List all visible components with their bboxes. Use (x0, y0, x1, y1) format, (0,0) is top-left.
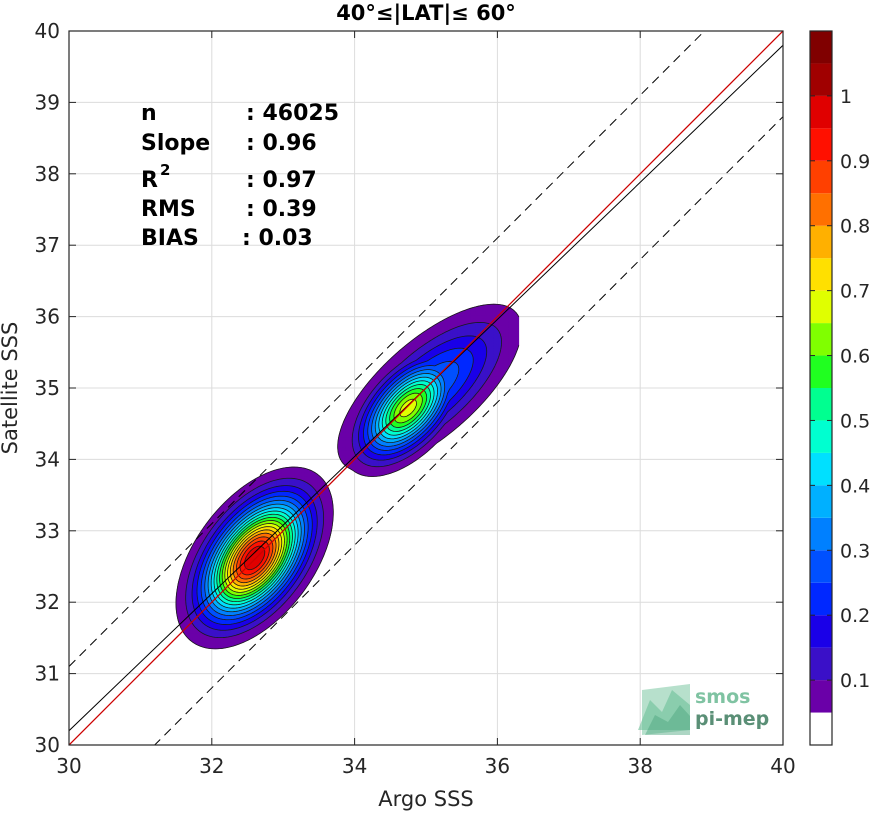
colorbar-tick-label: 0.2 (840, 605, 870, 627)
stat-slope-label: Slope (141, 131, 210, 156)
contour-line-0.65 (224, 398, 418, 593)
colorbar-tick-label: 0.3 (840, 540, 870, 562)
contour-line-0.45 (213, 380, 435, 606)
stat-bias-value: : 0.03 (242, 226, 313, 251)
x-tick-label: 36 (485, 754, 510, 778)
colorbar-segment (810, 63, 832, 96)
contour-line-0.55 (219, 388, 428, 599)
colorbar-tick-label: 0.7 (840, 281, 870, 303)
contour-line-0.60 (221, 392, 423, 596)
upper-bound-line (69, 31, 706, 667)
y-tick-label: 34 (35, 447, 60, 471)
y-tick-label: 32 (35, 590, 60, 614)
colorbar-segment (810, 680, 832, 713)
x-axis-label: Argo SSS (378, 787, 473, 811)
stat-n-value: : 46025 (246, 101, 339, 126)
stat-r2-label: R (141, 168, 158, 193)
contour-line-0.35 (207, 373, 442, 613)
colorbar-segment (810, 290, 832, 324)
colorbar-tick-label: 1 (840, 86, 852, 108)
x-axis-ticks: 30 32 34 36 38 40 (56, 31, 796, 778)
chart-title: 40°≤|LAT|≤ 60° (336, 1, 516, 26)
y-axis-ticks: 30 31 32 33 34 35 36 37 38 39 40 (35, 19, 783, 757)
x-tick-label: 30 (56, 754, 81, 778)
colorbar-tick-label: 0.8 (840, 216, 870, 238)
reference-lines (69, 31, 783, 745)
stat-rms-value: : 0.39 (246, 197, 317, 222)
colorbar-segment (810, 582, 832, 616)
colorbar-tick-label: 0.1 (840, 670, 870, 692)
colorbar-segment (810, 160, 832, 194)
colorbar-segment (810, 355, 832, 388)
stat-r2-value: : 0.97 (246, 168, 317, 193)
colorbar-segment (810, 647, 832, 681)
stat-bias-label: BIAS (141, 226, 199, 251)
colorbar-segment (810, 95, 832, 129)
colorbar-frame (809, 30, 833, 746)
colorbar-segment (810, 615, 832, 648)
contour-line-0.05 (175, 303, 520, 650)
x-tick-label: 40 (770, 754, 795, 778)
colorbar-ticks: 0.1 0.2 0.3 0.4 0.5 0.6 0.7 0.8 0.9 1 (810, 86, 870, 692)
contour-line-0.10 (185, 321, 502, 639)
colorbar-segment (810, 31, 832, 64)
colorbar-segment (810, 258, 832, 291)
colorbar-segment (810, 485, 832, 518)
watermark-line1: smos (695, 686, 750, 708)
statistics-block: n : 46025 Slope : 0.96 R 2 : 0.97 RMS : … (141, 101, 339, 251)
y-tick-label: 38 (35, 162, 60, 186)
watermark-logo: smos pi-mep (638, 684, 769, 735)
contour-line-0.40 (210, 376, 438, 609)
colorbar-segment (810, 550, 832, 583)
colorbar-tick-label: 0.4 (840, 475, 870, 497)
contour-line-0.50 (216, 384, 431, 603)
colorbar-tick-label: 0.5 (840, 410, 870, 432)
lower-bound-line (153, 116, 783, 745)
colorbar-segment (810, 128, 832, 161)
plot-area: smos pi-mep 30 32 34 36 38 40 303132333435363… (35, 19, 796, 778)
colorbar-segment (810, 420, 832, 453)
y-tick-label: 30 (35, 733, 60, 757)
colorbar-segment (810, 323, 832, 356)
stat-n-label: n (141, 101, 157, 126)
y-tick-label: 39 (35, 90, 60, 114)
contour-line-0.70 (227, 526, 283, 590)
stat-r2-superscript: 2 (160, 161, 170, 179)
y-tick-label: 37 (35, 233, 60, 257)
colorbar-segments (810, 31, 832, 745)
colorbar: 0.1 0.2 0.3 0.4 0.5 0.6 0.7 0.8 0.9 1 (809, 30, 870, 746)
contour-line-0.30 (204, 369, 446, 616)
x-tick-label: 38 (627, 754, 652, 778)
y-tick-label: 36 (35, 305, 60, 329)
smos-logo-icon (638, 684, 690, 735)
colorbar-tick-label: 0.9 (840, 151, 870, 173)
contour-line-0.20 (196, 347, 474, 625)
stat-rms-label: RMS (141, 197, 196, 222)
colorbar-segment (810, 517, 832, 551)
y-axis-label: Satellite SSS (0, 322, 22, 455)
x-tick-label: 34 (342, 754, 367, 778)
colorbar-segment (810, 388, 832, 421)
colorbar-segment (810, 452, 832, 486)
contour-line-0.25 (200, 360, 460, 621)
contour-line-0.90 (239, 540, 270, 576)
stat-slope-value: : 0.96 (246, 131, 317, 156)
y-tick-label: 40 (35, 19, 60, 43)
contour-line-0.15 (191, 335, 488, 631)
y-tick-label: 31 (35, 662, 60, 686)
y-tick-label: 35 (35, 376, 60, 400)
identity-line (69, 31, 783, 745)
colorbar-segment (810, 225, 832, 259)
colorbar-tick-label: 0.6 (840, 346, 870, 368)
colorbar-segment (810, 712, 832, 745)
x-tick-label: 32 (199, 754, 224, 778)
y-tick-label: 33 (35, 519, 60, 543)
density-contours (175, 303, 520, 650)
colorbar-segment (810, 193, 832, 226)
watermark-line2: pi-mep (695, 708, 769, 730)
